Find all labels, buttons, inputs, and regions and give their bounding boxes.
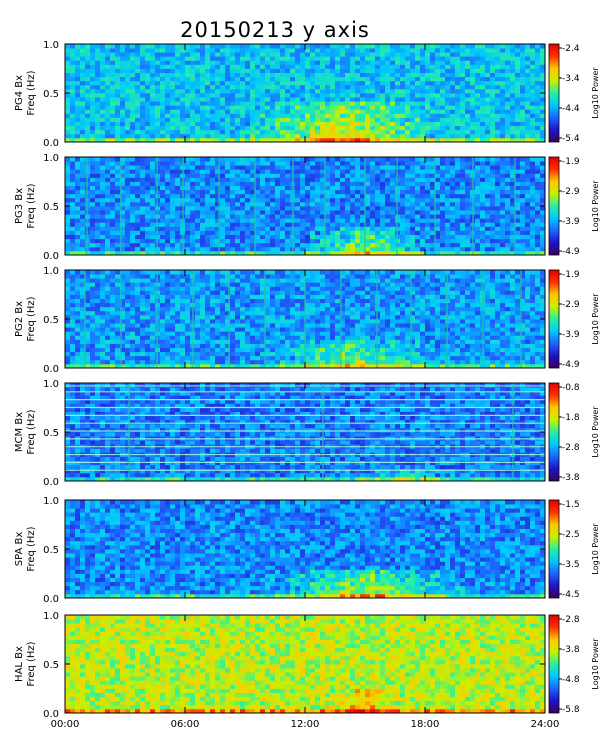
- colorbar-label: Log10 Power: [591, 67, 600, 119]
- panel-pg4: 0.0 0.5 1.0 PG4 Bx Freq (Hz) -2.4 -3.4 -4.4 -5.4…: [14, 40, 600, 149]
- x-tick-label: 24:00: [531, 719, 560, 730]
- colorbar-tick-label: -2.5: [562, 530, 580, 540]
- colorbar-label: Log10 Power: [591, 293, 600, 345]
- x-tick-label: 00:00: [51, 719, 80, 730]
- panel-mcm: 0.0 0.5 1.0 MCM Bx Freq (Hz) -0.8 -1.8 -2.8 -3.8…: [14, 379, 600, 488]
- y-axis-label: Freq (Hz): [26, 183, 37, 228]
- x-tick-label: 12:00: [291, 719, 320, 730]
- y-tick-label: 0.0: [43, 477, 59, 488]
- station-label: SPA Bx: [14, 532, 25, 567]
- colorbar: [548, 269, 560, 369]
- panel-hal: 0.0 0.5 1.0 HAL Bx Freq (Hz) -2.8 -3.8 -4.8 -5.8…: [14, 611, 600, 720]
- station-label: MCM Bx: [14, 412, 25, 452]
- y-tick-label: 0.0: [43, 364, 59, 375]
- y-tick-label: 0.5: [43, 660, 59, 671]
- y-axis-label: Freq (Hz): [26, 526, 37, 571]
- colorbar-tick-label: -4.5: [562, 590, 580, 600]
- station-label: PG2 Bx: [14, 301, 25, 337]
- y-tick-label: 0.0: [43, 251, 59, 262]
- y-axis-label: Freq (Hz): [26, 641, 37, 686]
- spectrogram-cells: [65, 500, 546, 599]
- colorbar-tick-label: -2.9: [562, 187, 580, 197]
- colorbar: [548, 43, 560, 143]
- colorbar-tick-label: -1.8: [562, 413, 580, 423]
- y-tick-label: 1.0: [43, 611, 59, 622]
- colorbar-tick-label: -2.9: [562, 300, 580, 310]
- y-axis-label: Freq (Hz): [26, 296, 37, 341]
- y-tick-label: 1.0: [43, 40, 59, 51]
- colorbar-tick-label: -3.8: [562, 473, 580, 483]
- colorbar-tick-label: -5.8: [562, 705, 580, 715]
- panel-pg3: 0.0 0.5 1.0 PG3 Bx Freq (Hz) -1.9 -2.9 -3.9 -4.9…: [14, 153, 600, 262]
- colorbar-tick-label: -2.4: [562, 44, 580, 54]
- colorbar-tick-label: -3.4: [562, 74, 580, 84]
- y-tick-label: 0.0: [43, 709, 59, 720]
- y-tick-label: 0.0: [43, 138, 59, 149]
- station-label: PG4 Bx: [14, 75, 25, 111]
- colorbar-tick-label: -2.8: [562, 443, 580, 453]
- y-tick-label: 1.0: [43, 153, 59, 164]
- spectrogram-cells: [65, 157, 546, 256]
- colorbar: [548, 499, 560, 599]
- spectrogram-cells: [65, 44, 546, 143]
- y-axis-label: Freq (Hz): [26, 409, 37, 454]
- station-label: HAL Bx: [14, 646, 25, 682]
- colorbar-label: Log10 Power: [591, 523, 600, 575]
- y-tick-label: 0.5: [43, 202, 59, 213]
- y-tick-label: 1.0: [43, 379, 59, 390]
- colorbar-tick-label: -3.5: [562, 560, 580, 570]
- y-tick-label: 0.5: [43, 545, 59, 556]
- y-tick-label: 0.5: [43, 89, 59, 100]
- chart-title: 20150213 y axis: [180, 18, 370, 42]
- colorbar-tick-label: -3.8: [562, 645, 580, 655]
- colorbar-tick-label: -1.5: [562, 500, 580, 510]
- colorbar-label: Log10 Power: [591, 406, 600, 458]
- colorbar-tick-label: -3.9: [562, 330, 580, 340]
- colorbar-tick-label: -4.8: [562, 675, 580, 685]
- colorbar-tick-label: -2.8: [562, 615, 580, 625]
- y-tick-label: 1.0: [43, 496, 59, 507]
- spectrogram-cells: [65, 615, 546, 714]
- y-axis-label: Freq (Hz): [26, 70, 37, 115]
- colorbar-tick-label: -3.9: [562, 217, 580, 227]
- y-tick-label: 0.0: [43, 594, 59, 605]
- colorbar-tick-label: -4.9: [562, 247, 580, 257]
- x-tick-label: 06:00: [171, 719, 200, 730]
- colorbar-tick-label: -5.4: [562, 134, 580, 144]
- panel-spa: 0.0 0.5 1.0 SPA Bx Freq (Hz) -1.5 -2.5 -3.5 -4.5…: [14, 496, 600, 605]
- x-tick-label: 18:00: [411, 719, 440, 730]
- y-tick-label: 0.5: [43, 428, 59, 439]
- spectrogram-cells: [65, 383, 546, 482]
- spectrogram-cells: [65, 270, 546, 369]
- colorbar: [548, 382, 560, 482]
- panel-pg2: 0.0 0.5 1.0 PG2 Bx Freq (Hz) -1.9 -2.9 -3.9 -4.9…: [14, 266, 600, 375]
- colorbar: [548, 156, 560, 256]
- colorbar: [548, 614, 560, 714]
- colorbar-tick-label: -1.9: [562, 157, 580, 167]
- y-tick-label: 0.5: [43, 315, 59, 326]
- colorbar-tick-label: -0.8: [562, 383, 580, 393]
- colorbar-label: Log10 Power: [591, 180, 600, 232]
- colorbar-tick-label: -4.4: [562, 104, 580, 114]
- colorbar-tick-label: -1.9: [562, 270, 580, 280]
- station-label: PG3 Bx: [14, 188, 25, 224]
- y-tick-label: 1.0: [43, 266, 59, 277]
- colorbar-label: Log10 Power: [591, 638, 600, 690]
- colorbar-tick-label: -4.9: [562, 360, 580, 370]
